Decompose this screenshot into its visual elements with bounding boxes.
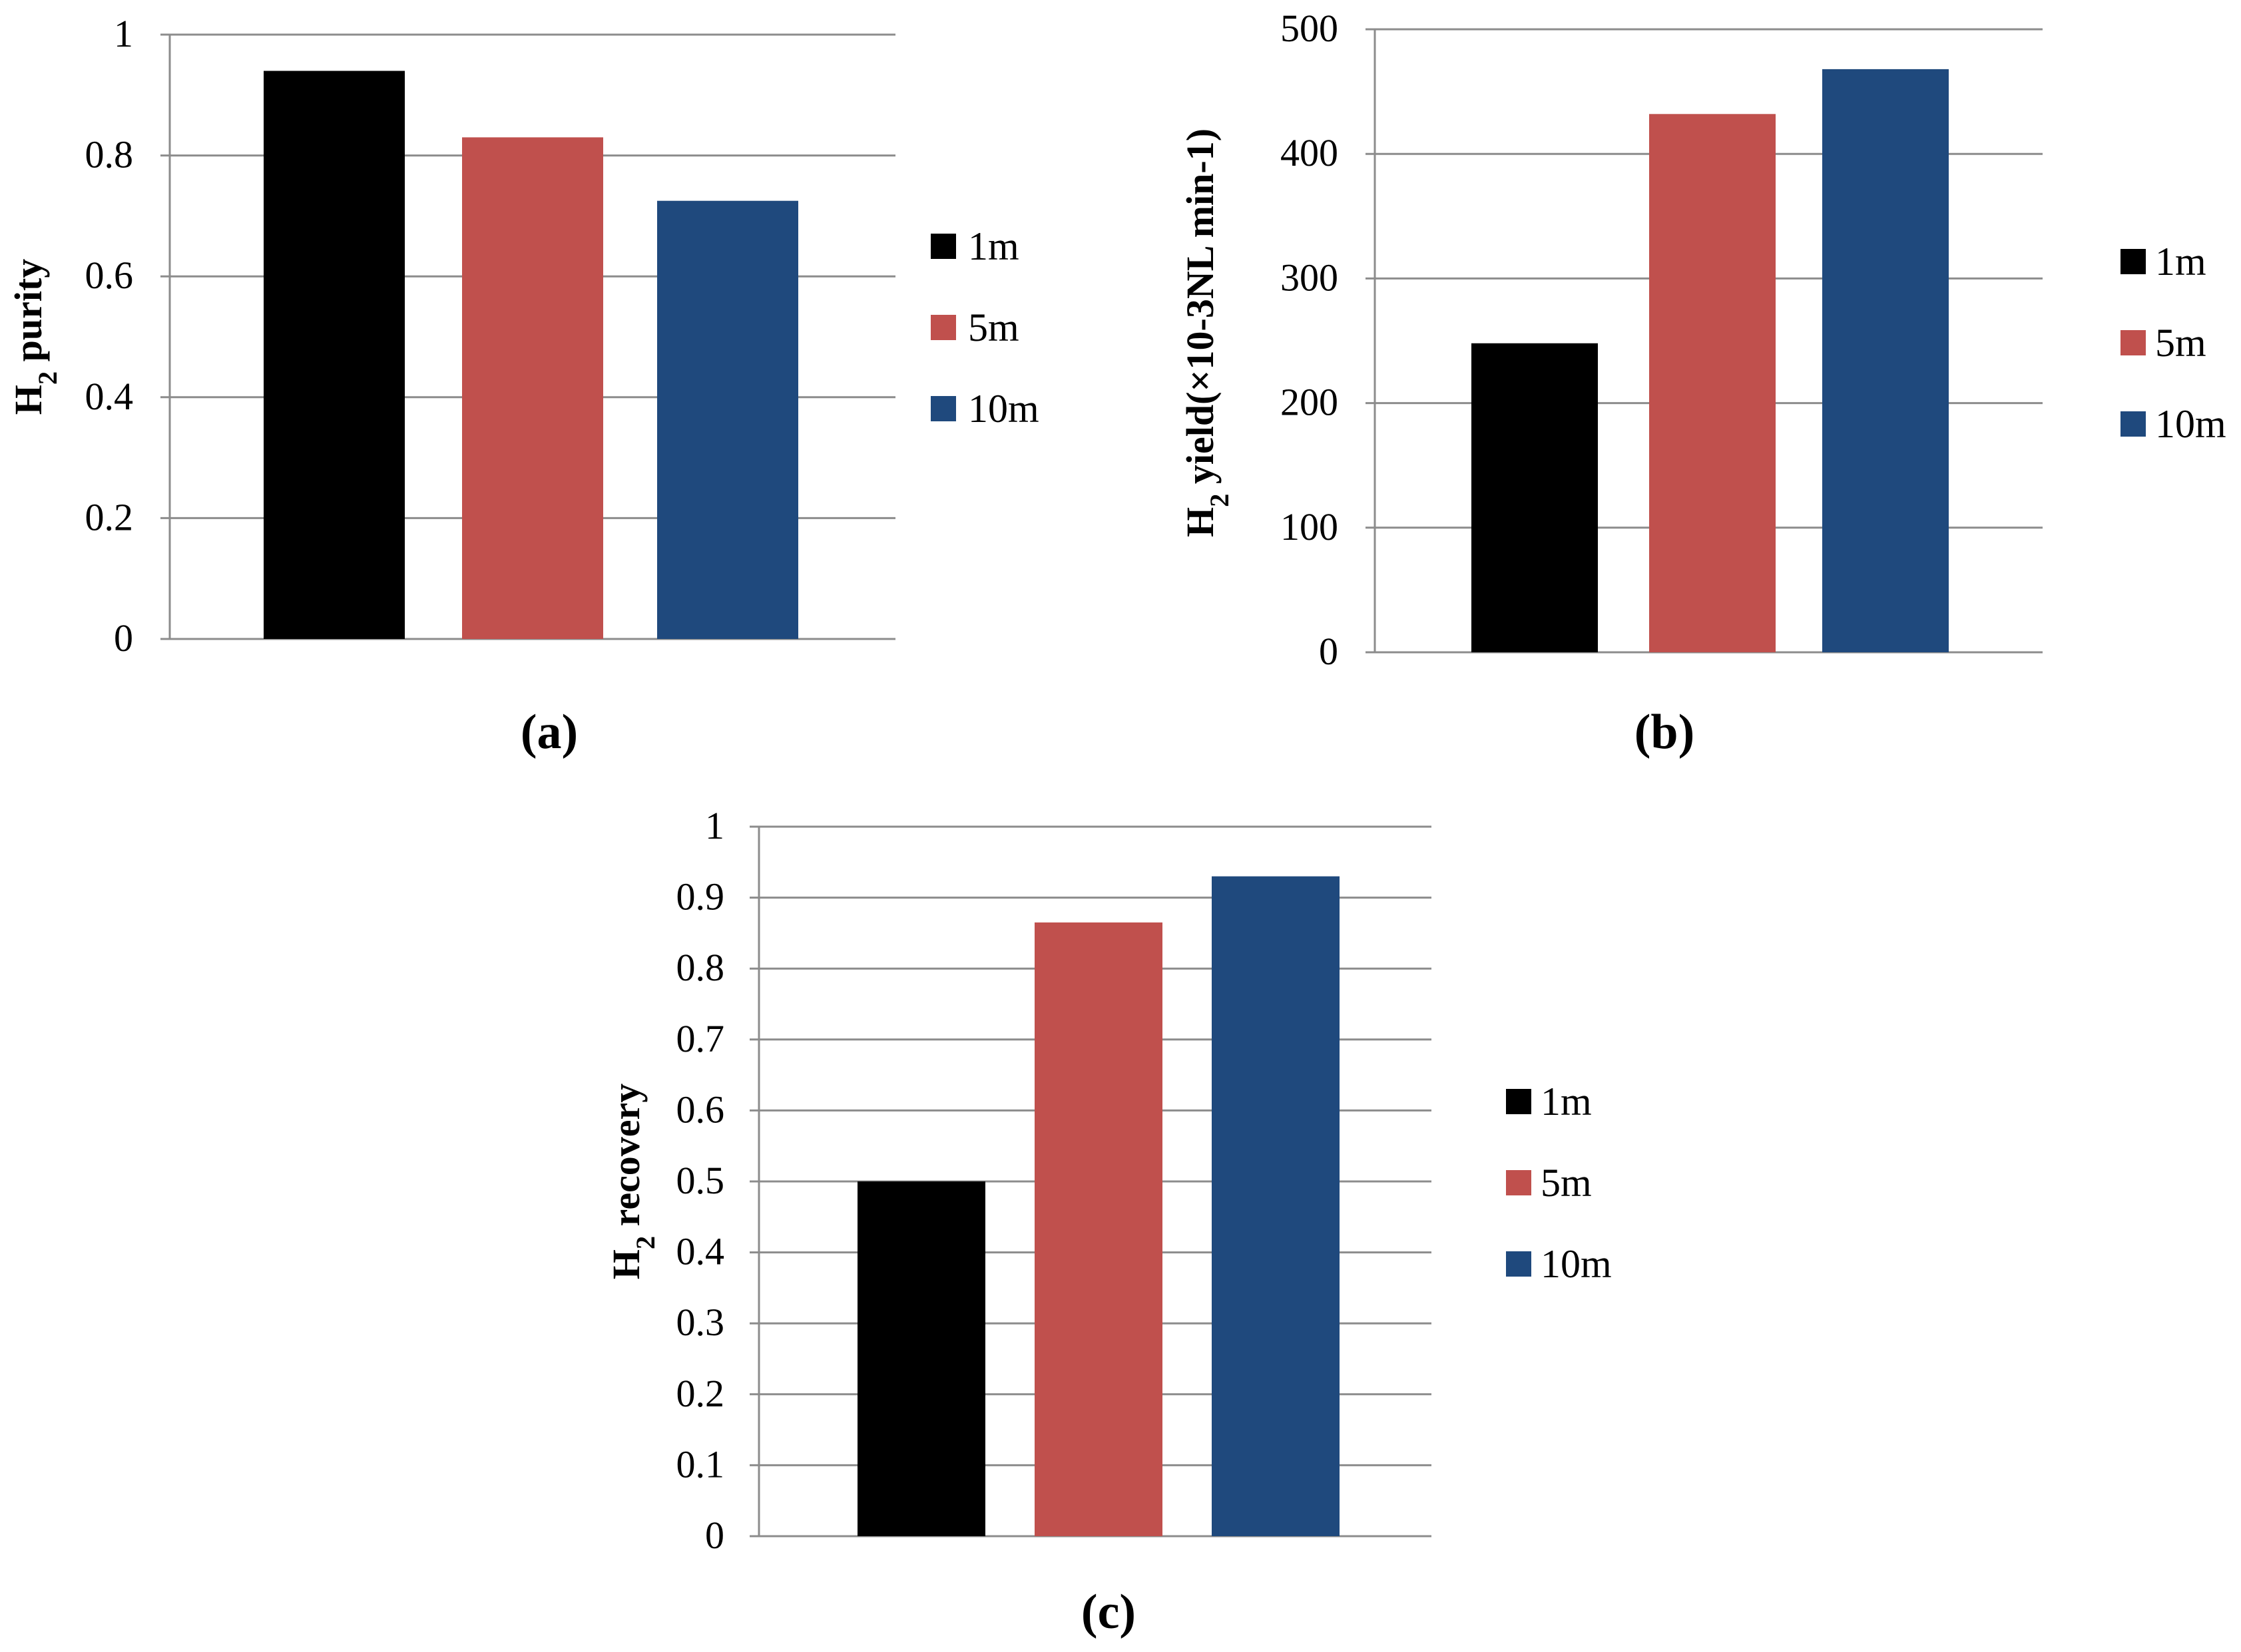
y-tick-label-b-3: 300 (1280, 256, 1338, 299)
y-tick-label-c-6: 0.6 (676, 1088, 725, 1131)
chart-c: 0 0.1 0.2 0.3 0.4 0.5 0.6 0.7 0.8 0.9 1 H2 recover… (605, 804, 1612, 1639)
legend-label-b-1m: 1m (2155, 240, 2206, 284)
y-tick-label-b-1: 100 (1280, 505, 1338, 548)
bar-a-1m (264, 71, 405, 640)
legend-label-c-1m: 1m (1541, 1080, 1592, 1124)
y-tick-label-c-4: 0.4 (676, 1230, 725, 1273)
legend-label-b-10m: 10m (2155, 402, 2226, 446)
y-tick-label-b-5: 500 (1280, 7, 1338, 50)
y-tick-label-c-5: 0.5 (676, 1159, 725, 1202)
y-tick-label-c-10: 1 (705, 804, 724, 847)
legend-c: 1m 5m 10m (1506, 1080, 1612, 1286)
legend-swatch-c-5m (1506, 1170, 1531, 1195)
y-axis-label-a: H2 purity (7, 259, 63, 415)
legend-b: 1m 5m 10m (2120, 240, 2226, 446)
bar-a-10m (657, 200, 798, 639)
legend-swatch-a-1m (931, 234, 956, 259)
y-tick-label-b-2: 200 (1280, 381, 1338, 424)
y-ticks-c: 0 0.1 0.2 0.3 0.4 0.5 0.6 0.7 0.8 0.9 1 (676, 804, 725, 1557)
bars-a (264, 71, 798, 640)
legend-a: 1m 5m 10m (931, 224, 1039, 431)
panel-label-b: (b) (1634, 705, 1694, 759)
y-tick-label-a-2: 0.4 (85, 375, 134, 418)
bars-c (858, 876, 1340, 1536)
legend-swatch-c-1m (1506, 1089, 1531, 1114)
y-tick-label-b-0: 0 (1319, 630, 1338, 673)
y-tick-label-c-1: 0.1 (676, 1442, 725, 1486)
y-tick-label-a-1: 0.2 (85, 495, 134, 538)
legend-label-a-5m: 5m (968, 306, 1019, 349)
legend-swatch-a-5m (931, 315, 956, 340)
y-tick-label-a-0: 0 (114, 616, 133, 660)
y-tick-label-b-4: 400 (1280, 131, 1338, 174)
y-ticks-a: 0 0.2 0.4 0.6 0.8 1 (85, 12, 134, 660)
bar-c-1m (858, 1181, 985, 1536)
y-tick-label-c-2: 0.2 (676, 1372, 725, 1415)
y-axis-label-c: H2 recovery (605, 1084, 660, 1280)
y-axis-label-a-main: H (7, 385, 50, 415)
bar-b-10m (1822, 69, 1949, 653)
legend-swatch-b-1m (2120, 249, 2146, 274)
y-tick-label-c-0: 0 (705, 1514, 724, 1557)
legend-swatch-c-10m (1506, 1251, 1531, 1277)
legend-swatch-b-10m (2120, 411, 2146, 437)
legend-label-c-5m: 5m (1541, 1161, 1592, 1205)
bar-b-1m (1471, 343, 1598, 652)
y-axis-label-a-rest: purity (7, 259, 50, 371)
y-tick-label-c-7: 0.7 (676, 1017, 725, 1060)
y-axis-label-c-rest: recovery (605, 1084, 648, 1236)
y-axis-label-a-sub: 2 (33, 371, 63, 385)
y-tick-label-a-5: 1 (114, 12, 133, 55)
y-axis-label-b: H2 yield(×10-3NL min-1) (1178, 128, 1234, 537)
legend-swatch-a-10m (931, 396, 956, 421)
legend-label-b-5m: 5m (2155, 321, 2206, 365)
legend-label-a-1m: 1m (968, 224, 1019, 268)
y-axis-label-b-sub: 2 (1204, 494, 1234, 507)
bar-c-10m (1212, 876, 1340, 1536)
y-ticks-b: 0 100 200 300 400 500 (1280, 7, 1338, 673)
y-tick-label-c-8: 0.8 (676, 946, 725, 989)
y-tick-label-c-3: 0.3 (676, 1301, 725, 1344)
legend-label-a-10m: 10m (968, 387, 1039, 431)
panel-label-c: (c) (1081, 1585, 1136, 1639)
chart-b: 0 100 200 300 400 500 H2 yield(×10-3NL min-1)… (1178, 7, 2226, 759)
bar-c-5m (1035, 922, 1162, 1536)
panel-label-a: (a) (521, 705, 578, 759)
y-axis-label-b-main: H (1178, 507, 1222, 537)
chart-a: 0 0.2 0.4 0.6 0.8 1 H2 purity 1m 5m 10m (a) (7, 12, 1039, 759)
legend-label-c-10m: 10m (1541, 1242, 1612, 1286)
bar-b-5m (1649, 114, 1776, 652)
y-tick-label-c-9: 0.9 (676, 875, 725, 919)
y-axis-label-c-main: H (605, 1249, 648, 1279)
y-axis-label-c-sub: 2 (630, 1236, 660, 1249)
y-axis-label-b-rest: yield(×10-3NL min-1) (1178, 128, 1222, 494)
y-tick-label-a-3: 0.6 (85, 254, 134, 297)
y-tick-label-a-4: 0.8 (85, 133, 134, 176)
bar-a-5m (462, 137, 603, 640)
bars-b (1471, 69, 1949, 653)
legend-swatch-b-5m (2120, 330, 2146, 355)
